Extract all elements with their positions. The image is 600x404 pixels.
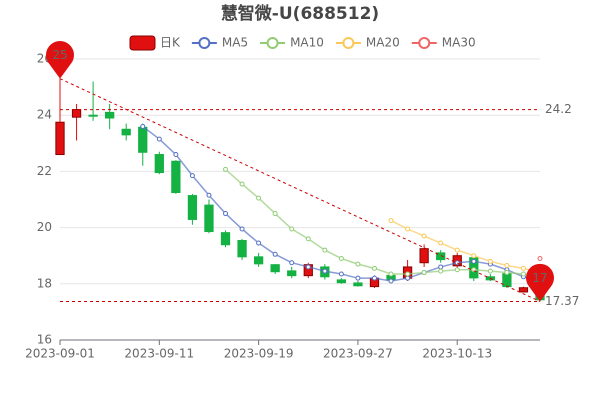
ma-point: [239, 181, 245, 187]
ma-point: [289, 226, 295, 232]
ma-point: [338, 256, 344, 262]
y-tick-label: 24: [37, 108, 52, 122]
ma-point: [256, 240, 262, 246]
candle-body: [187, 195, 198, 220]
y-tick-label: 22: [37, 164, 52, 178]
y-tick-label: 20: [37, 220, 52, 234]
candle-body: [138, 126, 148, 153]
chart-title: 慧智微-U(688512): [221, 3, 379, 24]
legend-icon: [266, 37, 279, 49]
ma-point: [520, 265, 526, 271]
candle-body: [287, 270, 297, 277]
ma-point: [189, 173, 195, 179]
candle-body: [55, 121, 65, 156]
ma-point: [272, 251, 278, 257]
candle-body: [121, 128, 131, 136]
ma-point: [520, 271, 526, 277]
mark-line-label: 17.37: [545, 294, 579, 308]
mark-pin: [46, 41, 74, 79]
candle-body: [419, 248, 429, 264]
ma-point: [504, 263, 510, 269]
x-tick-label: 2023-09-11: [124, 347, 194, 361]
legend-icon: [129, 35, 156, 51]
ma-point: [239, 226, 245, 232]
trend-line: [59, 78, 541, 302]
ma-line: [390, 219, 541, 274]
ma-line: [225, 168, 541, 277]
ma-point: [355, 275, 361, 281]
x-tick-label: 2023-09-27: [323, 347, 393, 361]
ma-point: [338, 271, 344, 277]
ma-point: [438, 268, 444, 274]
candle-body: [253, 256, 264, 265]
ma-point: [388, 278, 394, 284]
ma-point: [421, 233, 427, 239]
ma-point: [537, 256, 543, 262]
candle-body: [220, 232, 231, 246]
ma-point: [289, 260, 295, 266]
legend-icon: [418, 37, 431, 49]
ma-point: [388, 218, 394, 224]
candle-body: [237, 240, 247, 258]
ma-point: [305, 264, 311, 270]
ma-point: [487, 268, 493, 274]
legend-label: MA30: [442, 36, 476, 50]
mark-line-label: 24.2: [545, 102, 572, 116]
ma-point: [173, 152, 179, 158]
legend-label: MA5: [222, 36, 248, 50]
ma-point: [206, 192, 212, 198]
ma-point: [355, 261, 361, 267]
candle-body: [436, 252, 446, 261]
legend-icon: [342, 37, 355, 49]
ma-point: [256, 195, 262, 201]
ma-point: [322, 268, 328, 274]
candle-body: [336, 279, 347, 284]
ma-point: [140, 123, 146, 129]
ma-point: [454, 247, 460, 253]
y-tick-label: 18: [37, 276, 52, 290]
x-tick-label: 2023-09-01: [25, 347, 95, 361]
candle-body: [518, 287, 529, 293]
candle-body: [88, 114, 98, 117]
ma-point: [438, 240, 444, 246]
ma-point: [371, 275, 377, 281]
ma-point: [504, 270, 510, 276]
ma-point: [322, 247, 328, 253]
ma-point: [223, 166, 229, 172]
candle-body: [353, 282, 363, 287]
legend-icon: [198, 37, 211, 49]
ma-point: [471, 258, 477, 264]
x-tick-label: 2023-09-19: [224, 347, 294, 361]
ma-point: [454, 267, 460, 273]
mark-pin-label: 17: [532, 271, 547, 285]
ma-point: [156, 136, 162, 142]
ma-point: [405, 275, 411, 281]
ma-point: [438, 264, 444, 270]
candle-body: [71, 109, 82, 118]
ma-point: [223, 211, 229, 217]
candle-body: [105, 111, 115, 119]
candle-body: [502, 273, 512, 288]
legend-label: MA20: [366, 36, 400, 50]
mark-pin-label: 25: [52, 48, 67, 62]
y-tick-label: 16: [37, 333, 52, 347]
ma-point: [305, 236, 311, 242]
x-tick-label: 2023-10-13: [422, 347, 492, 361]
candle-body: [204, 204, 214, 233]
ma-point: [405, 271, 411, 277]
candle-body: [154, 154, 164, 174]
legend-label: MA10: [290, 36, 324, 50]
ma-point: [487, 258, 493, 264]
ma-point: [405, 226, 411, 232]
ma-point: [371, 265, 377, 271]
legend-label: 日K: [160, 36, 181, 50]
ma-point: [388, 271, 394, 277]
ma-point: [272, 211, 278, 217]
ma-point: [421, 270, 427, 276]
candle-body: [270, 264, 280, 273]
ma-point: [471, 253, 477, 259]
mark-pin: [526, 263, 554, 302]
candle-body: [171, 160, 181, 193]
